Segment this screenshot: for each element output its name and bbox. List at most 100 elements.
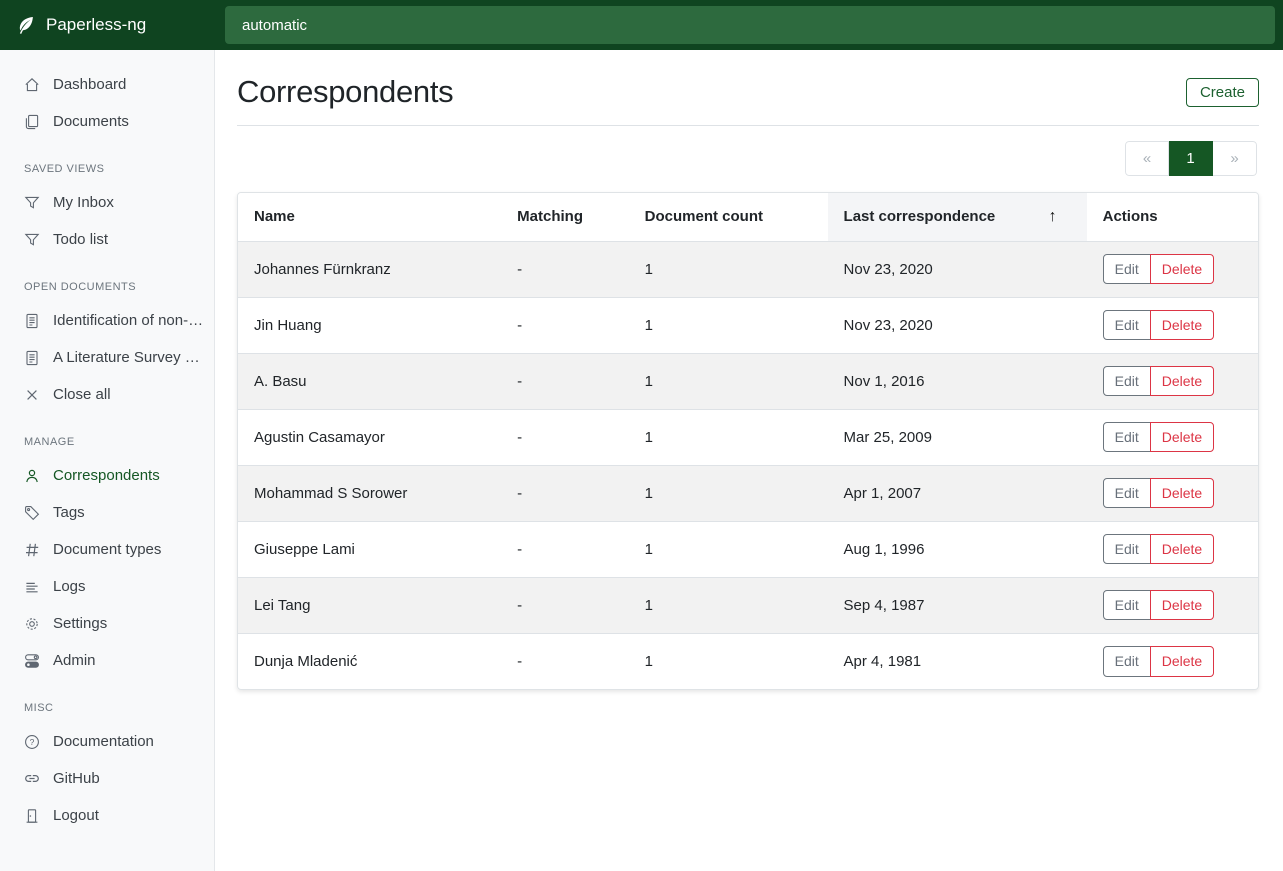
- page-title: Correspondents: [237, 74, 454, 109]
- sidebar-item-label: My Inbox: [53, 194, 114, 211]
- delete-button[interactable]: Delete: [1149, 253, 1215, 285]
- pagination-next-button[interactable]: »: [1213, 141, 1257, 176]
- list-lines-icon: [24, 579, 40, 595]
- cell-actions: Edit Delete: [1087, 409, 1258, 465]
- edit-button[interactable]: Edit: [1102, 309, 1151, 341]
- sidebar-section-header-saved-views: SAVED VIEWS: [24, 163, 105, 175]
- door-icon: [24, 808, 40, 824]
- column-header-document-count[interactable]: Document count: [628, 193, 828, 241]
- sidebar-item-label: Admin: [53, 652, 96, 669]
- delete-button[interactable]: Delete: [1149, 533, 1215, 565]
- correspondents-table: Name Matching Document count Last correspon…: [238, 193, 1258, 689]
- sidebar-item-close-all[interactable]: Close all: [0, 376, 214, 413]
- sidebar-item-settings[interactable]: Settings: [0, 605, 214, 642]
- table-row: Dunja Mladenić - 1 Apr 4, 1981 Edit Delete: [238, 633, 1258, 689]
- sidebar-item-identification-of-non-fu[interactable]: Identification of non-fu...: [0, 302, 214, 339]
- cell-last-correspondence: Nov 1, 2016: [843, 372, 925, 390]
- row-actions-group: Edit Delete: [1102, 421, 1215, 453]
- cell-document-count: 1: [644, 260, 653, 278]
- page-header: Correspondents Create: [237, 72, 1259, 112]
- edit-button[interactable]: Edit: [1102, 533, 1151, 565]
- files-icon: [24, 114, 40, 130]
- cell-matching: -: [517, 652, 523, 670]
- cell-last-correspondence: Sep 4, 1987: [843, 596, 925, 614]
- sidebar-item-documents[interactable]: Documents: [0, 103, 214, 140]
- edit-button[interactable]: Edit: [1102, 645, 1151, 677]
- sidebar-item-correspondents[interactable]: Correspondents: [0, 457, 214, 494]
- edit-button[interactable]: Edit: [1102, 365, 1151, 397]
- gear-icon: [24, 616, 40, 632]
- column-header-last-correspondence[interactable]: Last correspondence ↑: [827, 193, 1087, 241]
- sidebar-item-label: Correspondents: [53, 467, 160, 484]
- sidebar-item-todo-list[interactable]: Todo list: [0, 221, 214, 258]
- sidebar-item-tags[interactable]: Tags: [0, 494, 214, 531]
- sidebar-item-a-literature-survey-on[interactable]: A Literature Survey on ...: [0, 339, 214, 376]
- sidebar-item-label: Logout: [53, 807, 99, 824]
- delete-button[interactable]: Delete: [1149, 645, 1215, 677]
- search-input[interactable]: [225, 6, 1275, 44]
- sidebar-item-admin[interactable]: Admin: [0, 642, 214, 679]
- home-icon: [24, 77, 40, 93]
- column-header-name[interactable]: Name: [238, 193, 502, 241]
- column-header-actions: Actions: [1086, 193, 1258, 241]
- delete-button[interactable]: Delete: [1149, 309, 1215, 341]
- cell-actions: Edit Delete: [1087, 633, 1258, 689]
- delete-button[interactable]: Delete: [1149, 477, 1215, 509]
- table-row: Agustin Casamayor - 1 Mar 25, 2009 Edit Delet…: [238, 409, 1258, 465]
- cell-actions: Edit Delete: [1087, 521, 1258, 577]
- cell-name: Agustin Casamayor: [254, 428, 385, 446]
- cell-document-count: 1: [644, 372, 653, 390]
- question-circle-icon: ?: [24, 734, 40, 750]
- cell-name: Johannes Fürnkranz: [254, 260, 391, 278]
- sidebar-item-github[interactable]: GitHub: [0, 760, 214, 797]
- column-header-matching[interactable]: Matching: [501, 193, 629, 241]
- sidebar-item-label: Logs: [53, 578, 86, 595]
- cell-name: Dunja Mladenić: [254, 652, 358, 670]
- person-icon: [24, 468, 40, 484]
- table-row: Lei Tang - 1 Sep 4, 1987 Edit Delete: [238, 577, 1258, 633]
- brand-logo[interactable]: Paperless-ng: [0, 15, 215, 35]
- hash-icon: [24, 542, 40, 558]
- header-divider: [237, 125, 1259, 126]
- sidebar-item-document-types[interactable]: Document types: [0, 531, 214, 568]
- delete-button[interactable]: Delete: [1149, 421, 1215, 453]
- sidebar-item-my-inbox[interactable]: My Inbox: [0, 184, 214, 221]
- cell-name: Mohammad S Sorower: [254, 484, 408, 502]
- sidebar-item-logs[interactable]: Logs: [0, 568, 214, 605]
- cell-document-count: 1: [644, 652, 653, 670]
- file-text-icon: [24, 350, 40, 366]
- sidebar-section-header-open-documents: OPEN DOCUMENTS: [24, 281, 137, 293]
- edit-button[interactable]: Edit: [1102, 589, 1151, 621]
- funnel-icon: [24, 232, 40, 248]
- cell-name: Jin Huang: [254, 316, 322, 334]
- table-row: Mohammad S Sorower - 1 Apr 1, 2007 Edit Delet…: [238, 465, 1258, 521]
- tag-icon: [24, 505, 40, 521]
- sidebar-item-label: Document types: [53, 541, 162, 558]
- sidebar-item-logout[interactable]: Logout: [0, 797, 214, 834]
- create-button[interactable]: Create: [1185, 77, 1259, 107]
- sidebar-item-label: Todo list: [53, 231, 109, 248]
- delete-button[interactable]: Delete: [1149, 365, 1215, 397]
- pagination-page-1-button[interactable]: 1: [1169, 141, 1213, 176]
- cell-document-count: 1: [644, 316, 653, 334]
- edit-button[interactable]: Edit: [1102, 477, 1151, 509]
- cell-document-count: 1: [644, 596, 653, 614]
- cell-matching: -: [517, 596, 523, 614]
- cell-name: Giuseppe Lami: [254, 540, 355, 558]
- delete-button[interactable]: Delete: [1149, 589, 1215, 621]
- sidebar-item-documentation[interactable]: ? Documentation: [0, 723, 214, 760]
- cell-matching: -: [517, 316, 523, 334]
- row-actions-group: Edit Delete: [1102, 645, 1215, 677]
- cell-last-correspondence: Apr 4, 1981: [843, 652, 922, 670]
- pagination-prev-button[interactable]: «: [1125, 141, 1169, 176]
- edit-button[interactable]: Edit: [1102, 421, 1151, 453]
- cell-last-correspondence: Mar 25, 2009: [843, 428, 932, 446]
- row-actions-group: Edit Delete: [1102, 253, 1215, 285]
- sidebar-item-dashboard[interactable]: Dashboard: [0, 66, 214, 103]
- edit-button[interactable]: Edit: [1102, 253, 1151, 285]
- column-header-label: Matching: [517, 208, 583, 226]
- table-row: Giuseppe Lami - 1 Aug 1, 1996 Edit Delete: [238, 521, 1258, 577]
- cell-name: Lei Tang: [254, 596, 311, 614]
- pagination-group: « 1 »: [1125, 141, 1257, 176]
- sidebar-item-label: Close all: [53, 386, 111, 403]
